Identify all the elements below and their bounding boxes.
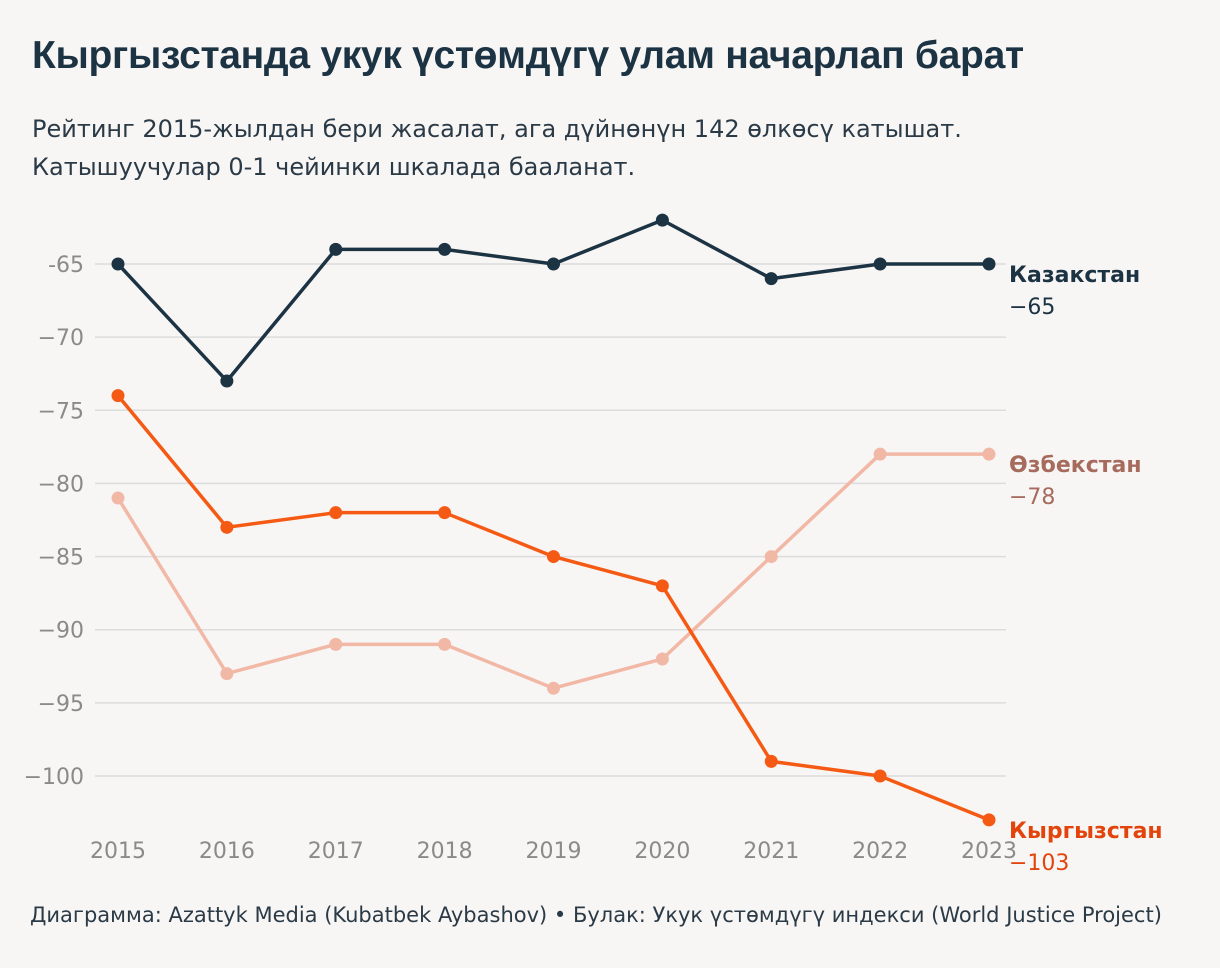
x-tick-label: 2016	[199, 839, 255, 864]
series-2	[111, 389, 996, 827]
subtitle-line-1: Рейтинг 2015-жылдан бери жасалат, ага дү…	[32, 115, 962, 143]
series-value-label: −65	[1009, 295, 1055, 320]
data-point	[111, 491, 125, 505]
chart-subtitle: Рейтинг 2015-жылдан бери жасалат, ага дү…	[32, 110, 1192, 186]
data-point	[982, 447, 996, 461]
y-axis: -65 −70 −75 −80 −85 −90 −95 −100	[24, 253, 84, 790]
x-tick-label: 2017	[308, 839, 364, 864]
data-point	[220, 374, 234, 388]
subtitle-line-2: Катышуучулар 0-1 чейинки шкалада баалана…	[32, 153, 636, 181]
x-axis: 2015 2016 2017 2018 2019 2020 2021 2022 2023	[90, 839, 1017, 864]
data-point	[655, 213, 669, 227]
x-tick-label: 2015	[90, 839, 146, 864]
x-tick-label: 2023	[961, 839, 1017, 864]
gridlines	[95, 263, 1006, 777]
x-tick-label: 2020	[634, 839, 690, 864]
series-line	[116, 218, 989, 383]
y-tick-label: −100	[24, 765, 84, 790]
y-tick-label: -65	[48, 253, 84, 278]
series-1	[111, 447, 996, 695]
x-tick-label: 2019	[526, 839, 582, 864]
y-tick-label: −75	[38, 399, 84, 424]
series-0	[111, 213, 996, 388]
data-point	[982, 813, 996, 827]
x-tick-label: 2021	[743, 839, 799, 864]
data-point	[764, 550, 778, 564]
x-tick-label: 2022	[852, 839, 908, 864]
data-point	[547, 681, 560, 695]
data-point	[438, 242, 452, 256]
y-tick-label: −90	[38, 619, 84, 644]
series-name-label: Казакстан	[1009, 263, 1140, 288]
series-value-label: −103	[1009, 851, 1069, 876]
series-line	[116, 452, 989, 690]
source-footer: Диаграмма: Azattyk Media (Kubatbek Aybas…	[30, 903, 1162, 927]
data-point	[547, 550, 560, 564]
data-point	[655, 652, 669, 666]
data-point	[329, 506, 343, 520]
data-point	[655, 579, 669, 593]
data-point	[547, 257, 560, 271]
data-point	[438, 637, 452, 651]
data-point	[873, 257, 887, 271]
data-point	[873, 769, 887, 783]
data-point	[220, 667, 234, 681]
y-tick-label: −95	[38, 692, 84, 717]
data-point	[982, 257, 996, 271]
end-labels: Казакстан −65 Өзбекстан −78 Кыргызстан −103	[1009, 263, 1163, 876]
chart-title: Кыргызстанда укук үстөмдүгү улам начарла…	[32, 34, 1024, 77]
data-point	[873, 447, 887, 461]
data-point	[329, 637, 343, 651]
series-name-label: Кыргызстан	[1009, 819, 1163, 844]
data-point	[220, 520, 234, 534]
series-line	[116, 394, 990, 822]
x-tick-label: 2018	[417, 839, 473, 864]
data-point	[111, 389, 125, 403]
data-point	[438, 506, 452, 520]
data-point	[764, 754, 778, 768]
y-tick-label: −85	[38, 546, 84, 571]
series-group	[111, 213, 996, 827]
data-point	[764, 272, 778, 286]
y-tick-label: −80	[38, 472, 84, 497]
data-point	[329, 242, 343, 256]
series-name-label: Өзбекстан	[1009, 453, 1142, 478]
y-tick-label: −70	[38, 326, 84, 351]
data-point	[111, 257, 125, 271]
series-value-label: −78	[1009, 485, 1055, 510]
